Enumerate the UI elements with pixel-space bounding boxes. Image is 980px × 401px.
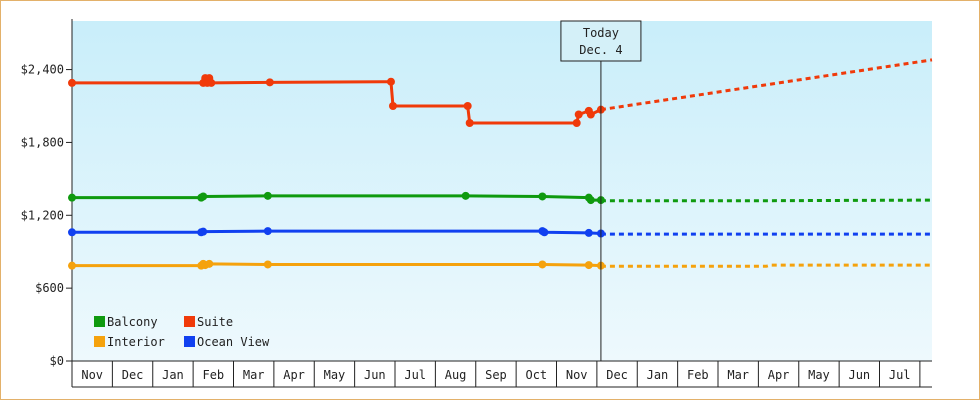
interior-point (263, 260, 272, 269)
today-date-label: Dec. 4 (579, 43, 622, 57)
x-tick-label: Dec (606, 368, 628, 382)
x-tick-label: Feb (687, 368, 709, 382)
x-tick-label: Mar (727, 368, 749, 382)
interior-point (538, 260, 547, 269)
y-tick-label: $2,400 (21, 63, 64, 77)
suite-forecast-line (600, 58, 933, 112)
x-tick-label: Nov (566, 368, 588, 382)
x-tick-label: Feb (202, 368, 224, 382)
y-tick-label: $1,200 (21, 208, 64, 222)
x-tick-label: Apr (283, 368, 305, 382)
balcony-point (586, 196, 595, 205)
legend-swatch-suite (184, 316, 195, 327)
y-tick-label: $1,800 (21, 135, 64, 149)
x-tick-label: Dec (122, 368, 144, 382)
ocean-view-point (263, 227, 272, 236)
y-tick-label: $0 (50, 354, 64, 368)
x-tick-label: Jan (647, 368, 669, 382)
x-tick-label: Nov (81, 368, 103, 382)
balcony-point (538, 192, 547, 201)
ocean-view-point (584, 228, 593, 237)
interior-point (584, 261, 593, 270)
balcony-point (461, 191, 470, 200)
legend-swatch-interior (94, 336, 105, 347)
interior-forecast-line (600, 263, 932, 268)
balcony-forecast-line (600, 198, 933, 203)
today-label-box (560, 20, 642, 62)
x-tick-label: Sep (485, 368, 507, 382)
legend-label-suite: Suite (197, 315, 233, 329)
x-tick-label: May (808, 368, 830, 382)
x-tick-label: Jul (404, 368, 426, 382)
legend-label-interior: Interior (107, 335, 165, 349)
suite-point (586, 110, 595, 119)
x-tick-label: Aug (445, 368, 467, 382)
interior-point (205, 259, 214, 268)
ocean-view-point (540, 228, 549, 237)
ocean-view-point (199, 227, 208, 236)
x-tick-label: Mar (243, 368, 265, 382)
plot-area (72, 21, 932, 361)
balcony-point (68, 193, 76, 202)
suite-point (572, 119, 581, 127)
suite-point (207, 78, 216, 87)
today-label: Today (583, 26, 619, 40)
legend-swatch-balcony (94, 316, 105, 327)
ocean-view-point (68, 228, 76, 237)
legend-label-balcony: Balcony (107, 315, 158, 329)
balcony-point (263, 191, 272, 200)
legend-label-ocean-view: Ocean View (197, 335, 270, 349)
x-tick-label: Apr (768, 368, 790, 382)
suite-point (68, 78, 76, 87)
suite-point (574, 110, 583, 119)
balcony-point (199, 192, 208, 201)
interior-point (68, 261, 76, 270)
x-tick-label: May (324, 368, 346, 382)
suite-point (463, 102, 472, 110)
suite-point (465, 119, 474, 127)
x-tick-label: Jun (848, 368, 870, 382)
suite-point (388, 102, 397, 110)
x-tick-label: Jul (889, 368, 911, 382)
suite-point (386, 77, 395, 86)
x-tick-label: Jan (162, 368, 184, 382)
x-tick-label: Oct (525, 368, 547, 382)
y-tick-label: $600 (35, 281, 64, 295)
suite-point (265, 78, 274, 87)
x-tick-label: Jun (364, 368, 386, 382)
legend-swatch-ocean-view (184, 336, 195, 347)
